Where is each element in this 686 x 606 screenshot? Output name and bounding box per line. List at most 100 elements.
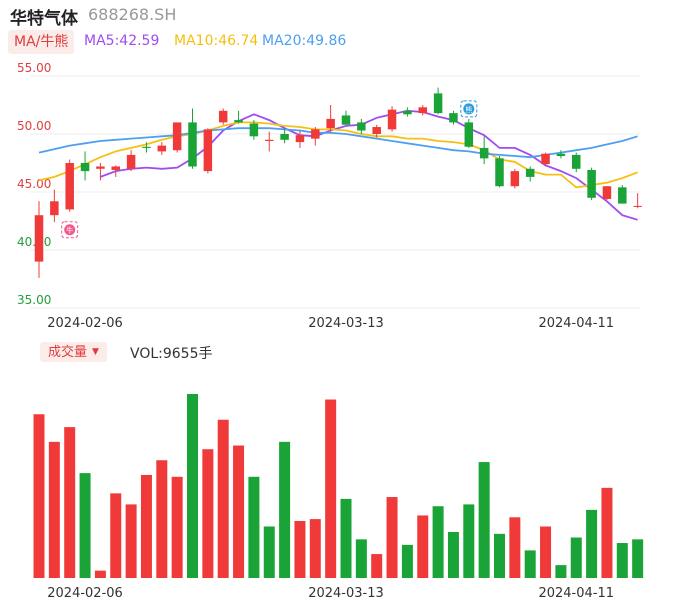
bear-marker-frame xyxy=(460,100,478,118)
candle-body xyxy=(34,215,44,262)
candle-body xyxy=(295,135,305,143)
volume-bar xyxy=(401,544,413,578)
candle-body xyxy=(265,139,274,141)
y-tick-label: 45.00 xyxy=(17,177,51,191)
candle xyxy=(433,87,443,115)
candle-body xyxy=(326,118,335,129)
candle-body xyxy=(541,153,550,165)
candle xyxy=(510,168,520,189)
volume-bar xyxy=(340,498,352,578)
x-tick-label: 2024-02-06 xyxy=(47,586,123,601)
volume-bar xyxy=(140,474,152,578)
volume-bar xyxy=(156,460,168,578)
candle xyxy=(126,150,136,172)
volume-bar xyxy=(632,539,644,578)
volume-bar xyxy=(125,504,137,578)
candle-body xyxy=(111,166,120,170)
candle-body xyxy=(80,163,90,172)
x-tick-label: 2024-03-13 xyxy=(308,586,384,601)
candle xyxy=(265,131,274,152)
candle xyxy=(418,105,427,116)
caret-down-icon: ▼ xyxy=(92,347,99,357)
candle-body xyxy=(311,129,320,139)
x-tick-label: 2024-02-06 xyxy=(47,316,123,331)
candle-body xyxy=(479,147,489,159)
candle-body xyxy=(172,122,182,151)
candle-body xyxy=(157,145,167,152)
volume-bar xyxy=(171,476,183,578)
candle xyxy=(142,142,151,153)
candle xyxy=(295,130,305,148)
candle xyxy=(50,189,59,223)
volume-bar xyxy=(33,414,45,578)
y-tick-label: 55.00 xyxy=(17,61,51,75)
bear-marker: 熊 xyxy=(460,100,478,118)
volume-bar xyxy=(294,520,306,578)
volume-value: VOL:9655手 xyxy=(130,346,213,362)
volume-bar xyxy=(386,497,398,578)
volume-bar xyxy=(110,493,122,578)
candle xyxy=(157,142,167,155)
candle-body xyxy=(142,146,151,148)
candle xyxy=(172,122,182,153)
x-tick-label: 2024-03-13 xyxy=(308,316,384,331)
volume-bar xyxy=(233,445,245,578)
candle xyxy=(618,185,627,204)
candle-body xyxy=(449,113,458,123)
candle-body xyxy=(602,186,612,199)
price-grid: 55.00 50.00 45.00 40.00 35.00 xyxy=(17,61,640,309)
candle-body xyxy=(65,163,74,210)
candle-body xyxy=(495,158,504,187)
candle-body xyxy=(572,154,581,169)
bull-marker: 牛 xyxy=(61,221,79,239)
candle-body xyxy=(218,110,228,123)
candle-body xyxy=(188,122,197,167)
candle xyxy=(541,152,550,167)
x-tick-label: 2024-04-11 xyxy=(538,316,614,331)
volume-bar xyxy=(463,504,475,578)
candle xyxy=(479,136,489,165)
ma10-line xyxy=(38,121,638,189)
volume-bar xyxy=(601,487,613,578)
candle-body xyxy=(280,134,289,140)
candle-body xyxy=(203,129,213,172)
volume-bar xyxy=(187,394,198,578)
candle xyxy=(249,120,259,140)
candle xyxy=(372,124,381,138)
candle xyxy=(326,105,335,132)
volume-bar xyxy=(64,427,76,578)
volume-bar xyxy=(447,532,459,578)
candle xyxy=(65,159,74,212)
y-tick-label: 50.00 xyxy=(17,119,51,133)
volume-bar xyxy=(524,550,536,578)
candle xyxy=(80,151,90,181)
volume-bars xyxy=(33,394,644,578)
candle-body xyxy=(50,201,59,216)
candle xyxy=(602,186,612,201)
candle xyxy=(387,106,397,132)
volume-bar xyxy=(202,449,214,578)
volume-bar xyxy=(570,537,582,578)
ma20-line xyxy=(38,127,638,159)
volume-indicator-label: 成交量 xyxy=(48,345,88,360)
candle-body xyxy=(587,169,596,198)
volume-bar xyxy=(417,515,429,578)
volume-bar xyxy=(279,441,291,578)
bear-icon xyxy=(463,103,475,115)
candle xyxy=(587,167,596,201)
volume-bar xyxy=(309,519,321,578)
volume-bar xyxy=(48,441,60,578)
bull-marker-label: 牛 xyxy=(66,226,73,235)
volume-bar xyxy=(217,419,229,578)
volume-bar xyxy=(432,506,444,578)
ma-indicator-selector[interactable]: MA/牛熊 xyxy=(8,30,75,54)
volume-bar xyxy=(263,526,275,578)
candle-body xyxy=(403,110,412,115)
volume-indicator-selector[interactable]: 成交量 ▼ xyxy=(40,342,107,362)
stock-code: 688268.SH xyxy=(88,5,177,24)
volume-bar xyxy=(494,533,505,578)
ma20-legend: MA20:49.86 xyxy=(262,33,347,49)
bull-marker-frame xyxy=(61,221,79,239)
y-tick-label: 35.00 xyxy=(17,293,51,307)
